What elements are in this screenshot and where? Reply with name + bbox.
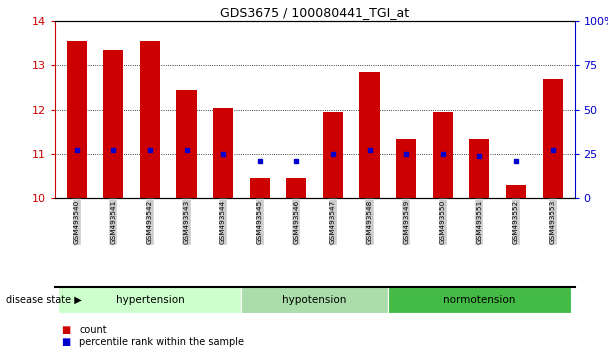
Text: hypotension: hypotension: [283, 295, 347, 305]
Text: GSM493543: GSM493543: [184, 200, 190, 244]
Bar: [396, 138, 416, 198]
Text: GSM493552: GSM493552: [513, 200, 519, 244]
Text: GSM493548: GSM493548: [367, 200, 373, 244]
Bar: [469, 138, 489, 198]
Bar: [359, 72, 379, 198]
Text: GSM493545: GSM493545: [257, 200, 263, 244]
Text: GSM493549: GSM493549: [403, 200, 409, 244]
Bar: [506, 185, 526, 198]
Text: GSM493540: GSM493540: [74, 200, 80, 244]
Bar: [250, 178, 270, 198]
Bar: [140, 41, 160, 198]
Text: GSM493550: GSM493550: [440, 200, 446, 244]
Text: GSM493553: GSM493553: [550, 200, 556, 244]
Text: percentile rank within the sample: percentile rank within the sample: [79, 337, 244, 347]
Bar: [433, 112, 453, 198]
Bar: [286, 178, 306, 198]
Text: GSM493551: GSM493551: [477, 200, 482, 244]
Bar: [542, 79, 562, 198]
Text: normotension: normotension: [443, 295, 516, 305]
Bar: [103, 50, 123, 198]
Text: GSM493541: GSM493541: [110, 200, 116, 244]
Text: GSM493546: GSM493546: [293, 200, 299, 244]
Text: hypertension: hypertension: [116, 295, 184, 305]
Text: ■: ■: [61, 325, 70, 335]
Bar: [323, 112, 343, 198]
Text: disease state ▶: disease state ▶: [6, 295, 82, 305]
Text: ■: ■: [61, 337, 70, 347]
Text: count: count: [79, 325, 106, 335]
Title: GDS3675 / 100080441_TGI_at: GDS3675 / 100080441_TGI_at: [220, 6, 409, 19]
Text: GSM493542: GSM493542: [147, 200, 153, 244]
Text: GSM493544: GSM493544: [220, 200, 226, 244]
Bar: [67, 41, 87, 198]
Bar: [176, 90, 196, 198]
Text: GSM493547: GSM493547: [330, 200, 336, 244]
Bar: [213, 108, 233, 198]
